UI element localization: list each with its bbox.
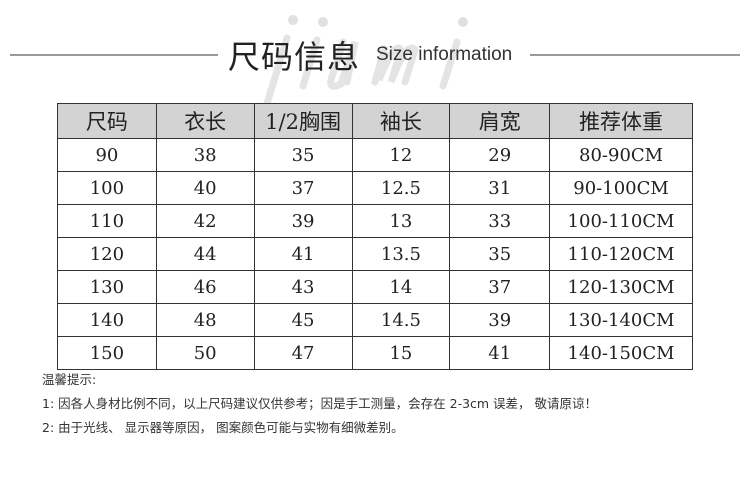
table-cell: 33	[449, 204, 551, 238]
page-title: 尺码信息	[228, 38, 361, 76]
column-header: 袖长	[351, 103, 451, 139]
table-cell: 14.5	[351, 303, 451, 337]
table-cell: 42	[155, 204, 255, 238]
table-row: 100 40 37 12.5 31 90-100CM	[57, 171, 693, 205]
size-table: 尺码 衣长 1/2胸围 袖长 肩宽 推荐体重 90 38 35 12 29 80-90CM 100 40…	[57, 103, 693, 370]
table-cell: 130	[57, 270, 157, 304]
table-cell: 46	[155, 270, 255, 304]
table-cell: 50	[155, 336, 255, 370]
table-cell: 41	[253, 237, 353, 271]
table-cell: 140	[57, 303, 157, 337]
table-cell: 110-120CM	[549, 237, 693, 271]
table-cell: 80-90CM	[549, 138, 693, 172]
column-header: 1/2胸围	[253, 103, 353, 139]
table-cell: 140-150CM	[549, 336, 693, 370]
table-cell: 35	[253, 138, 353, 172]
table-cell: 13	[351, 204, 451, 238]
table-cell: 45	[253, 303, 353, 337]
column-header: 肩宽	[449, 103, 551, 139]
page-subtitle: Size information	[376, 44, 513, 65]
title-divider-right	[530, 54, 740, 56]
table-cell: 120-130CM	[549, 270, 693, 304]
table-cell: 37	[449, 270, 551, 304]
table-cell: 12.5	[351, 171, 451, 205]
table-cell: 38	[155, 138, 255, 172]
table-row: 90 38 35 12 29 80-90CM	[57, 138, 693, 172]
table-cell: 43	[253, 270, 353, 304]
table-cell: 150	[57, 336, 157, 370]
table-cell: 39	[449, 303, 551, 337]
table-row: 120 44 41 13.5 35 110-120CM	[57, 237, 693, 271]
table-cell: 35	[449, 237, 551, 271]
table-cell: 100	[57, 171, 157, 205]
notes-heading: 温馨提示:	[42, 372, 97, 387]
table-cell: 39	[253, 204, 353, 238]
note-item: 2: 由于光线、 显示器等原因， 图案颜色可能与实物有细微差别。	[42, 420, 404, 435]
table-cell: 41	[449, 336, 551, 370]
title-divider-left	[10, 54, 218, 56]
table-cell: 15	[351, 336, 451, 370]
table-cell: 90-100CM	[549, 171, 693, 205]
table-cell: 12	[351, 138, 451, 172]
note-item: 1: 因各人身材比例不同，以上尺码建议仅供参考；因是手工测量，会存在 2-3cm…	[42, 396, 598, 411]
column-header: 推荐体重	[549, 103, 693, 139]
table-cell: 47	[253, 336, 353, 370]
table-cell: 29	[449, 138, 551, 172]
table-cell: 31	[449, 171, 551, 205]
table-header-row: 尺码 衣长 1/2胸围 袖长 肩宽 推荐体重	[57, 103, 693, 139]
table-cell: 13.5	[351, 237, 451, 271]
table-cell: 110	[57, 204, 157, 238]
table-cell: 90	[57, 138, 157, 172]
table-cell: 130-140CM	[549, 303, 693, 337]
table-cell: 100-110CM	[549, 204, 693, 238]
table-cell: 44	[155, 237, 255, 271]
table-cell: 120	[57, 237, 157, 271]
table-row: 150 50 47 15 41 140-150CM	[57, 336, 693, 370]
table-cell: 14	[351, 270, 451, 304]
table-cell: 37	[253, 171, 353, 205]
table-row: 130 46 43 14 37 120-130CM	[57, 270, 693, 304]
table-row: 110 42 39 13 33 100-110CM	[57, 204, 693, 238]
table-row: 140 48 45 14.5 39 130-140CM	[57, 303, 693, 337]
table-cell: 48	[155, 303, 255, 337]
table-cell: 40	[155, 171, 255, 205]
column-header: 衣长	[155, 103, 255, 139]
column-header: 尺码	[57, 103, 157, 139]
notes: 温馨提示: 1: 因各人身材比例不同，以上尺码建议仅供参考；因是手工测量，会存在…	[42, 371, 742, 443]
